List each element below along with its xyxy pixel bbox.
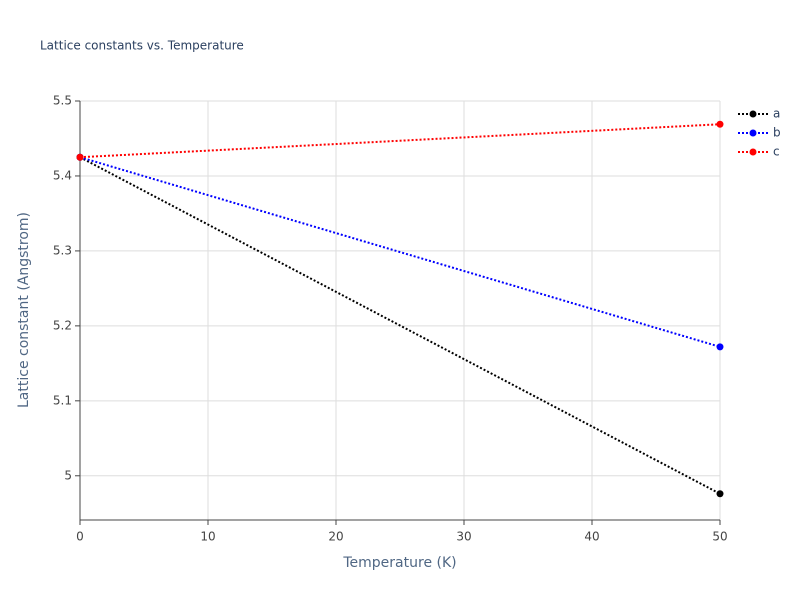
x-tick-label: 50 xyxy=(712,530,727,544)
y-tick-label: 5.4 xyxy=(53,168,72,182)
y-axis-title: Lattice constant (Angstrom) xyxy=(16,212,32,408)
x-axis-title: Temperature (K) xyxy=(342,555,456,571)
marker xyxy=(716,490,724,498)
marker xyxy=(716,120,724,128)
y-tick-label: 5.3 xyxy=(53,243,72,257)
x-tick-label: 0 xyxy=(76,530,84,544)
series-line xyxy=(79,156,721,495)
x-tick-label: 30 xyxy=(456,530,471,544)
legend-label[interactable]: a xyxy=(773,107,780,121)
series-line xyxy=(79,156,721,348)
legend-marker xyxy=(749,110,757,118)
legend-label[interactable]: c xyxy=(773,145,780,159)
legend-marker xyxy=(749,148,757,156)
chart-title: Lattice constants vs. Temperature xyxy=(40,39,244,53)
x-tick-label: 10 xyxy=(200,530,215,544)
x-tick-label: 20 xyxy=(328,530,343,544)
y-tick-label: 5.2 xyxy=(53,318,72,332)
legend-marker xyxy=(749,129,757,137)
legend-label[interactable]: b xyxy=(773,126,781,140)
x-tick-label: 40 xyxy=(584,530,599,544)
y-tick-label: 5 xyxy=(64,468,72,482)
marker xyxy=(716,343,724,351)
marker xyxy=(76,153,84,161)
y-tick-label: 5.1 xyxy=(53,393,72,407)
y-tick-label: 5.5 xyxy=(53,94,72,108)
series-line xyxy=(79,123,721,159)
